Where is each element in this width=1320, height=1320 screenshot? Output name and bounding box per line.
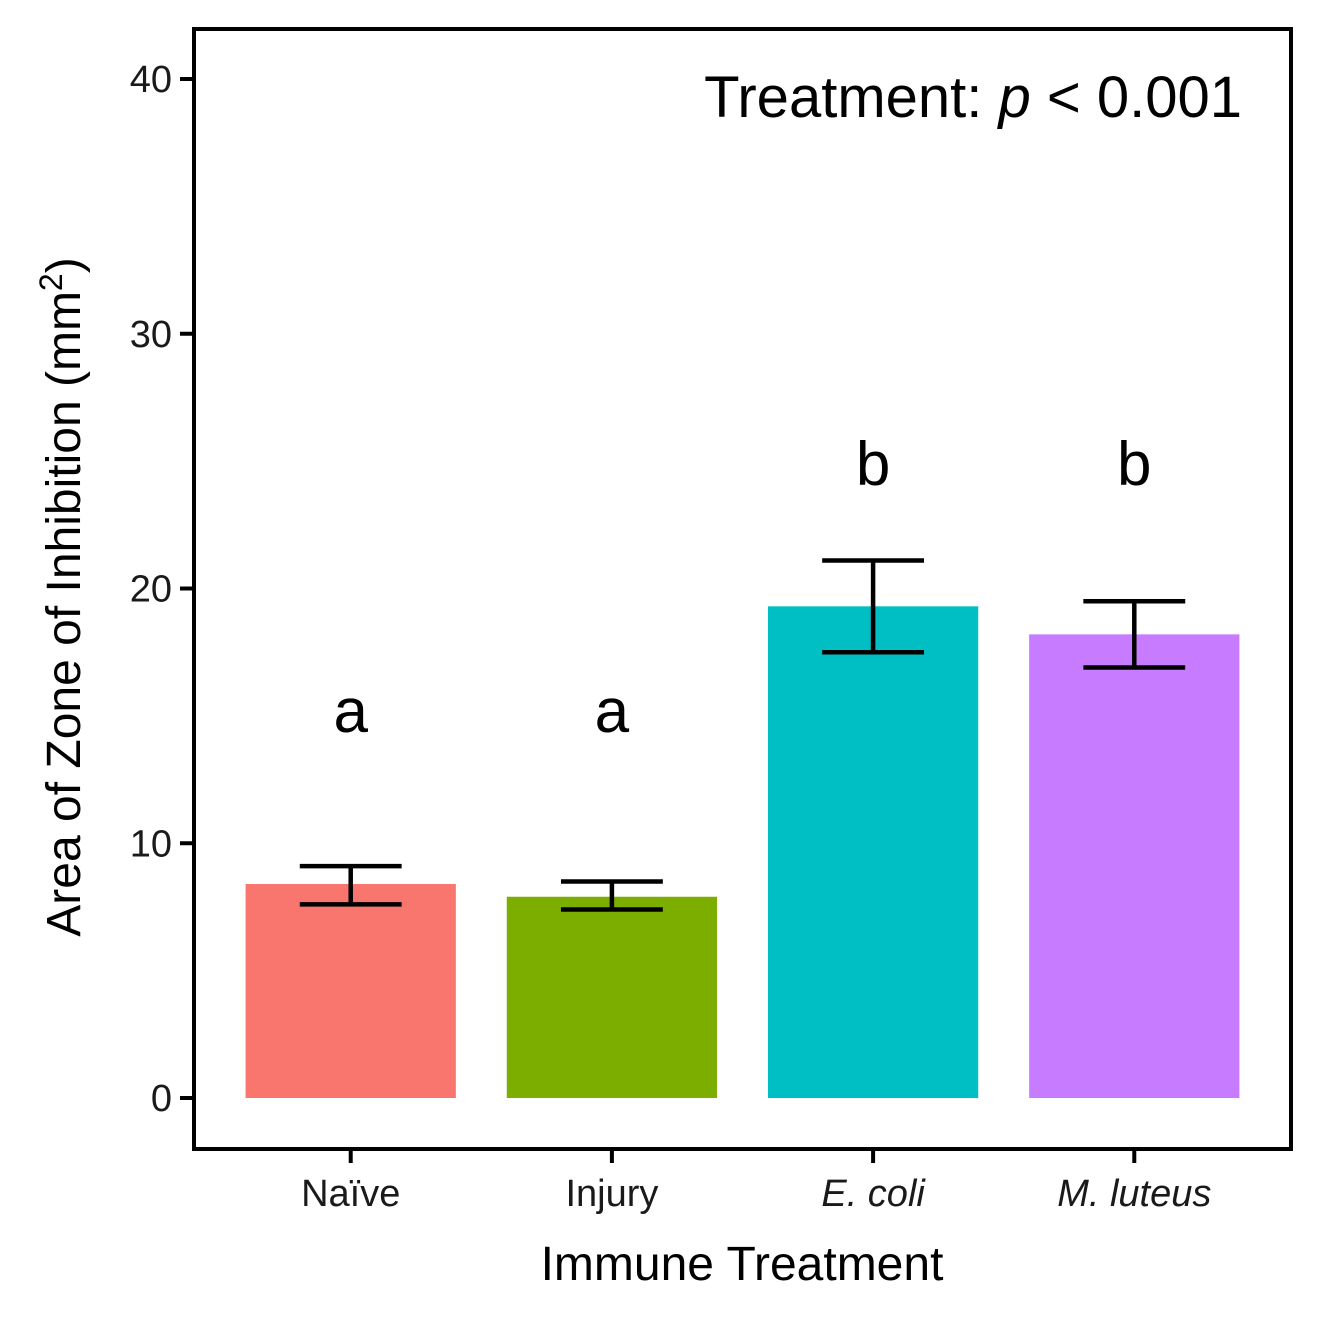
y-tick-label: 0 — [151, 1078, 172, 1120]
x-tick-label: E. coli — [821, 1173, 926, 1215]
x-tick-label: M. luteus — [1057, 1173, 1211, 1215]
bar — [767, 606, 979, 1098]
x-axis: Naïve Injury E. coli M. luteus — [301, 1149, 1211, 1215]
significance-letter: a — [333, 677, 368, 746]
significance-letter: a — [595, 677, 630, 746]
bar — [506, 896, 718, 1098]
y-axis: 0 10 20 30 40 — [130, 59, 194, 1120]
bar — [1029, 634, 1240, 1098]
x-axis-title: Immune Treatment — [541, 1238, 944, 1291]
error-bars — [299, 558, 1186, 912]
significance-letter: b — [856, 430, 890, 499]
bars — [245, 606, 1240, 1098]
y-tick-label: 20 — [130, 569, 172, 611]
y-tick-label: 30 — [130, 314, 172, 356]
x-tick-label: Injury — [565, 1173, 658, 1215]
significance-letters: a a b b — [333, 430, 1151, 746]
y-tick-label: 40 — [130, 59, 172, 101]
x-tick-label: Naïve — [301, 1173, 400, 1215]
significance-letter: b — [1117, 430, 1151, 499]
annotation-text: Treatment: p < 0.001 — [704, 65, 1242, 130]
y-axis-title: Area of Zone of Inhibition (mm2) — [33, 257, 91, 936]
y-tick-label: 10 — [130, 823, 172, 865]
bar — [245, 884, 456, 1098]
